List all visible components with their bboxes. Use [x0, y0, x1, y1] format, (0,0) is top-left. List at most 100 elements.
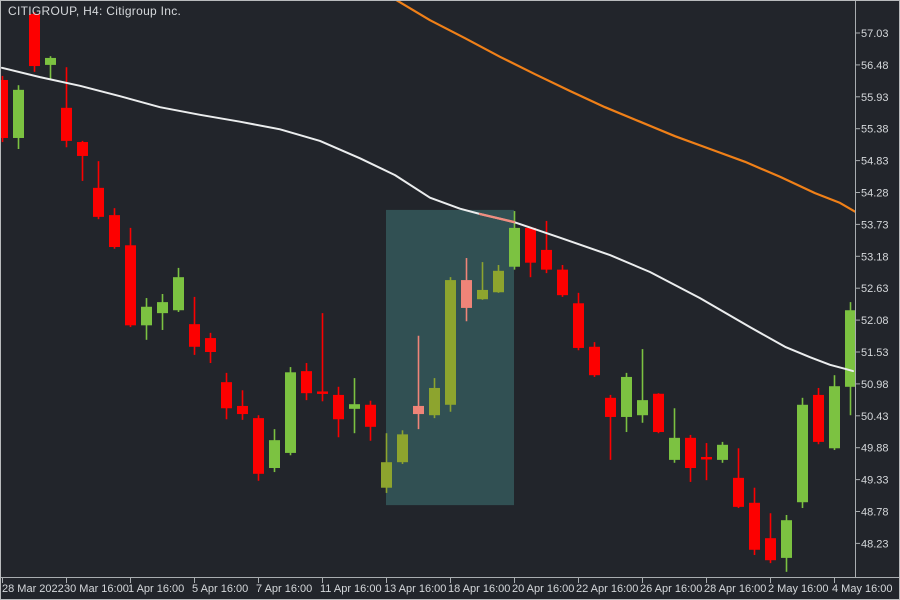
candle [317, 313, 328, 402]
candle-body [365, 404, 376, 427]
time-axis-label: 7 Apr 16:00 [256, 583, 312, 595]
candle [605, 394, 616, 460]
candle [13, 85, 24, 149]
candle-body [701, 456, 712, 460]
candle [509, 211, 520, 270]
candle-body [429, 387, 440, 416]
candle [653, 393, 664, 434]
candle-body [749, 502, 760, 550]
time-axis-label: 30 Mar 16:00 [64, 583, 129, 595]
candle [173, 267, 184, 312]
candle [749, 487, 760, 555]
candle [781, 514, 792, 572]
candle-body [669, 437, 680, 460]
candle [525, 226, 536, 278]
candle-body [397, 434, 408, 463]
candle-body [205, 338, 216, 352]
candle-body [29, 13, 40, 67]
candle-body [541, 249, 552, 270]
candle-body [813, 394, 824, 442]
candle-body [445, 280, 456, 405]
candle-body [189, 324, 200, 347]
candle-body [13, 89, 24, 138]
candle-body [221, 382, 232, 409]
candle-body [109, 215, 120, 248]
candle-body [461, 280, 472, 308]
candle [141, 298, 152, 340]
candle-body [685, 437, 696, 468]
candle [813, 387, 824, 445]
price-axis-label: 48.78 [861, 507, 889, 519]
candle [765, 513, 776, 564]
candle [61, 67, 72, 148]
candle [45, 56, 56, 80]
candle [541, 220, 552, 274]
candle [733, 448, 744, 509]
time-axis-label: 13 Apr 16:00 [384, 583, 446, 595]
candle [93, 161, 104, 220]
candle [685, 434, 696, 482]
candle-body [493, 270, 504, 293]
price-axis-label: 57.03 [861, 28, 889, 40]
candle [829, 375, 840, 451]
price-axis-label: 56.48 [861, 60, 889, 72]
candle-body [317, 391, 328, 394]
candle [285, 367, 296, 456]
candle-body [141, 306, 152, 326]
candle-body [381, 462, 392, 488]
candle [797, 397, 808, 509]
candle [205, 332, 216, 364]
time-axis-label: 22 Apr 16:00 [576, 583, 638, 595]
candle-body [797, 404, 808, 503]
candle [269, 429, 280, 473]
candle [253, 415, 264, 481]
time-axis-label: 26 Apr 16:00 [640, 583, 702, 595]
candle-body [173, 277, 184, 311]
candle [477, 262, 488, 300]
candle-body [525, 227, 536, 263]
candle-body [77, 142, 88, 156]
price-axis-label: 55.93 [861, 92, 889, 104]
candle [77, 140, 88, 181]
candle-body [253, 418, 264, 474]
candle-body [637, 400, 648, 416]
candle [557, 265, 568, 297]
candle [365, 400, 376, 441]
moving-averages-layer [1, 1, 855, 373]
candle-body [413, 405, 424, 415]
price-axis-label: 54.83 [861, 156, 889, 168]
candle [701, 443, 712, 481]
price-axis-label: 50.98 [861, 379, 889, 391]
price-axis-label: 54.28 [861, 188, 889, 200]
time-axis-label: 18 Apr 16:00 [448, 583, 510, 595]
candle [589, 342, 600, 377]
candle-body [125, 245, 136, 326]
candle [333, 386, 344, 438]
price-axis-label: 51.53 [861, 347, 889, 359]
price-axis-label: 53.73 [861, 219, 889, 231]
candle [429, 378, 440, 419]
time-axis-label: 1 Apr 16:00 [128, 583, 184, 595]
candle-body [605, 397, 616, 417]
candle-body [45, 57, 56, 65]
candle [381, 433, 392, 493]
price-axis-label: 53.18 [861, 251, 889, 263]
time-axis-label: 4 May 16:00 [832, 583, 893, 595]
candle [29, 12, 40, 72]
candle [125, 227, 136, 328]
candle [349, 378, 360, 434]
candle [845, 302, 855, 416]
candle [157, 294, 168, 330]
candle-body [765, 538, 776, 561]
candle [637, 349, 648, 423]
candle [573, 292, 584, 351]
chart-title: CITIGROUP, H4: Citigroup Inc. [8, 4, 181, 18]
candle-body [653, 393, 664, 433]
ma-fast-highlight-segment [478, 212, 516, 224]
candle [1, 75, 8, 143]
candle [717, 441, 728, 463]
candle [221, 372, 232, 420]
candle-body [589, 346, 600, 376]
